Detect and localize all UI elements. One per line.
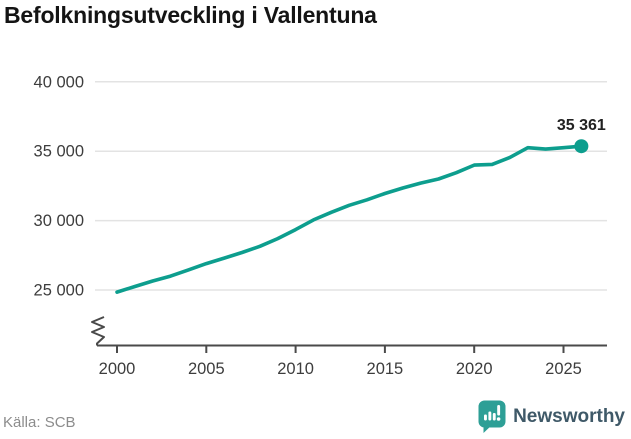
- chart-title: Befolkningsutveckling i Vallentuna: [4, 2, 377, 28]
- x-tick-label: 2000: [99, 360, 136, 378]
- x-tick-label: 2025: [545, 360, 582, 378]
- newsworthy-bubble-chart-icon: [478, 400, 506, 433]
- axis-break-zigzag: [91, 316, 105, 346]
- end-point-marker: [574, 139, 589, 154]
- population-trend-line: [115, 144, 584, 294]
- y-tick-label: 40 000: [34, 73, 84, 91]
- source-caption: Källa: SCB: [3, 414, 76, 431]
- end-value-label: 35 361: [557, 117, 606, 134]
- y-tick-label: 25 000: [34, 282, 84, 300]
- x-tick-label: 2005: [188, 360, 225, 378]
- x-tick-label: 2020: [456, 360, 493, 378]
- y-tick-label: 30 000: [34, 212, 84, 230]
- x-tick-label: 2010: [277, 360, 314, 378]
- y-tick-label: 35 000: [34, 143, 84, 161]
- newsworthy-logo: Newsworthy: [478, 400, 625, 434]
- x-tick-label: 2015: [367, 360, 404, 378]
- brand-name: Newsworthy: [513, 406, 625, 427]
